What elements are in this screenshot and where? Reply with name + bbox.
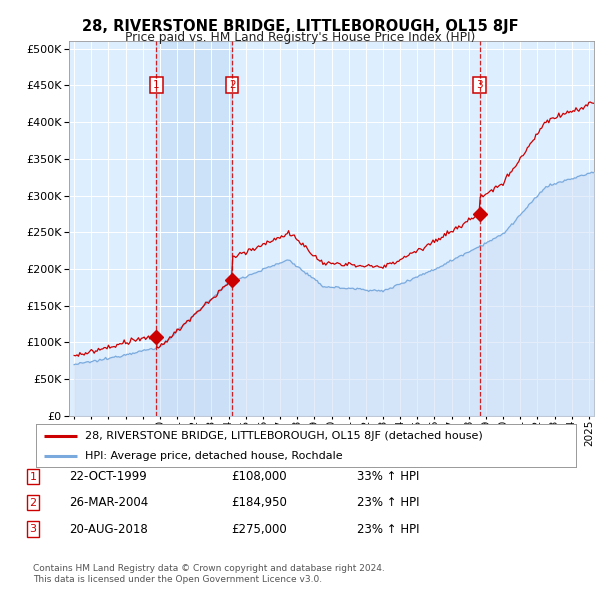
Text: 3: 3 [29,525,37,534]
Text: HPI: Average price, detached house, Rochdale: HPI: Average price, detached house, Roch… [85,451,342,461]
Text: £275,000: £275,000 [231,523,287,536]
Text: 2: 2 [29,498,37,507]
Bar [157,41,232,416]
Text: 26-MAR-2004: 26-MAR-2004 [69,496,148,509]
Text: £184,950: £184,950 [231,496,287,509]
Text: 23% ↑ HPI: 23% ↑ HPI [357,523,419,536]
Text: £108,000: £108,000 [231,470,287,483]
Text: 3: 3 [476,80,483,90]
Text: Price paid vs. HM Land Registry's House Price Index (HPI): Price paid vs. HM Land Registry's House … [125,31,475,44]
Text: 1: 1 [153,80,160,90]
Text: 22-OCT-1999: 22-OCT-1999 [69,470,147,483]
Text: 20-AUG-2018: 20-AUG-2018 [69,523,148,536]
Text: 1: 1 [29,472,37,481]
Text: 2: 2 [229,80,235,90]
Text: 28, RIVERSTONE BRIDGE, LITTLEBOROUGH, OL15 8JF (detached house): 28, RIVERSTONE BRIDGE, LITTLEBOROUGH, OL… [85,431,482,441]
Text: 28, RIVERSTONE BRIDGE, LITTLEBOROUGH, OL15 8JF: 28, RIVERSTONE BRIDGE, LITTLEBOROUGH, OL… [82,19,518,34]
Text: Contains HM Land Registry data © Crown copyright and database right 2024.: Contains HM Land Registry data © Crown c… [33,565,385,573]
Text: 33% ↑ HPI: 33% ↑ HPI [357,470,419,483]
Text: This data is licensed under the Open Government Licence v3.0.: This data is licensed under the Open Gov… [33,575,322,584]
Text: 23% ↑ HPI: 23% ↑ HPI [357,496,419,509]
